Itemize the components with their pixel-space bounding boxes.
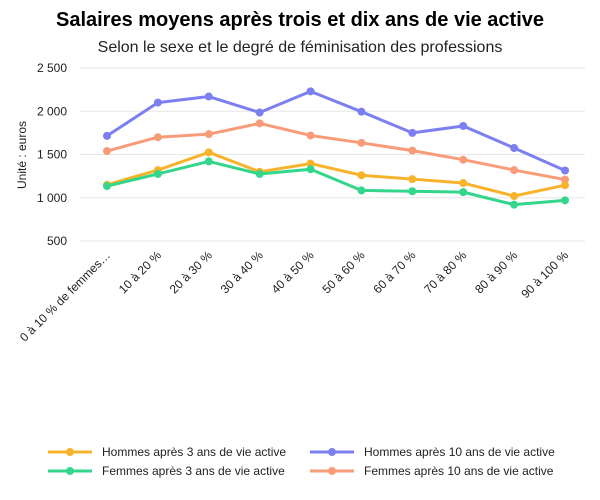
legend-label: Femmes après 3 ans de vie active bbox=[102, 464, 285, 478]
x-tick-label: 30 à 40 % bbox=[218, 248, 266, 296]
data-point bbox=[357, 107, 366, 116]
x-tick-label: 10 à 20 % bbox=[116, 248, 164, 296]
series-0 bbox=[103, 148, 569, 201]
data-point bbox=[103, 131, 111, 140]
data-point bbox=[306, 165, 315, 174]
x-tick-label: 40 à 50 % bbox=[269, 248, 317, 296]
grid-layer bbox=[80, 67, 585, 242]
legend-label: Femmes après 10 ans de vie active bbox=[364, 464, 554, 478]
data-point bbox=[255, 169, 264, 178]
data-point bbox=[204, 157, 213, 166]
chart-title: Salaires moyens après trois et dix ans d… bbox=[56, 9, 544, 31]
data-point bbox=[459, 121, 468, 130]
legend-item: Hommes après 10 ans de vie active bbox=[310, 445, 555, 459]
data-point bbox=[153, 133, 162, 142]
y-tick-label: 2 500 bbox=[37, 61, 67, 75]
data-point bbox=[561, 196, 569, 205]
y-tick-label: 1 500 bbox=[37, 148, 67, 162]
data-point bbox=[306, 159, 315, 168]
series-line bbox=[106, 121, 566, 182]
data-point bbox=[408, 187, 417, 196]
y-axis-label: Unité : euros bbox=[15, 121, 29, 189]
x-tick-label: 90 à 100 % bbox=[518, 248, 571, 301]
data-point bbox=[408, 128, 417, 137]
data-point bbox=[459, 155, 468, 164]
data-point bbox=[357, 186, 366, 195]
data-point bbox=[153, 98, 162, 107]
data-point bbox=[459, 188, 468, 197]
series-3 bbox=[103, 119, 569, 184]
series-line bbox=[106, 159, 566, 207]
x-tick-layer: 0 à 10 % de femmes… 10 à 20 % 20 à 30 % 30 … bbox=[17, 248, 571, 344]
data-point bbox=[357, 171, 366, 180]
series-layer bbox=[103, 87, 569, 209]
legend-item: Femmes après 10 ans de vie active bbox=[310, 464, 554, 478]
data-point bbox=[510, 192, 519, 201]
data-point bbox=[561, 175, 569, 184]
data-point bbox=[510, 166, 519, 175]
x-tick-label: 80 à 90 % bbox=[472, 248, 520, 296]
legend-label: Hommes après 10 ans de vie active bbox=[364, 445, 555, 459]
y-tick-layer: 500 1 000 1 500 2 000 2 500 bbox=[37, 61, 67, 248]
x-tick-label: 20 à 30 % bbox=[167, 248, 215, 296]
chart-subtitle: Selon le sexe et le degré de féminisatio… bbox=[98, 39, 503, 56]
legend-item: Hommes après 3 ans de vie active bbox=[48, 445, 286, 459]
data-point bbox=[255, 119, 264, 128]
data-point bbox=[561, 181, 569, 190]
data-point bbox=[204, 130, 213, 139]
data-point bbox=[408, 146, 417, 155]
y-tick-label: 2 000 bbox=[37, 104, 67, 118]
data-point bbox=[306, 131, 315, 140]
data-point bbox=[459, 179, 468, 188]
series-1 bbox=[103, 87, 569, 175]
data-point bbox=[103, 182, 111, 191]
series-line bbox=[106, 89, 566, 172]
data-point bbox=[357, 138, 366, 147]
legend-swatch-marker bbox=[328, 467, 336, 475]
legend: Hommes après 3 ans de vie active Hommes a… bbox=[48, 445, 555, 478]
data-point bbox=[306, 87, 315, 96]
legend-swatch-marker bbox=[66, 448, 74, 456]
y-tick-label: 500 bbox=[47, 234, 67, 248]
legend-swatch-marker bbox=[328, 448, 336, 456]
series-2 bbox=[103, 157, 569, 209]
data-point bbox=[561, 166, 569, 175]
data-point bbox=[510, 144, 519, 153]
series-line bbox=[106, 150, 566, 198]
y-tick-label: 1 000 bbox=[37, 191, 67, 205]
data-point bbox=[153, 169, 162, 178]
x-tick-label: 60 à 70 % bbox=[370, 248, 418, 296]
x-tick-label: 50 à 60 % bbox=[319, 248, 367, 296]
data-point bbox=[204, 92, 213, 101]
legend-item: Femmes après 3 ans de vie active bbox=[48, 464, 285, 478]
data-point bbox=[510, 200, 519, 209]
data-point bbox=[255, 108, 264, 117]
data-point bbox=[103, 147, 111, 156]
x-tick-label: 70 à 80 % bbox=[421, 248, 469, 296]
x-tick-label: 0 à 10 % de femmes… bbox=[17, 248, 113, 344]
data-point bbox=[408, 175, 417, 184]
legend-label: Hommes après 3 ans de vie active bbox=[102, 445, 286, 459]
data-point bbox=[204, 148, 213, 157]
legend-swatch-marker bbox=[66, 467, 74, 475]
